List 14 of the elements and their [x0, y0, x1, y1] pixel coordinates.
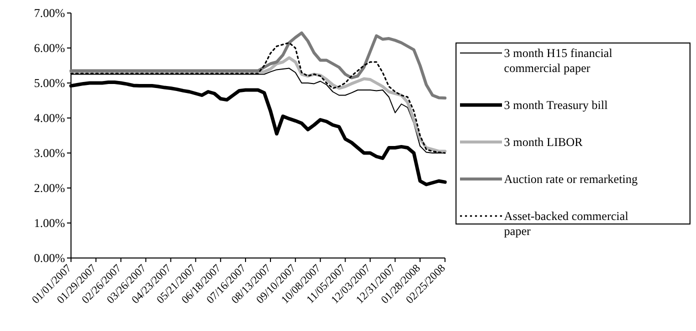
legend-label: 3 month LIBOR	[504, 135, 583, 149]
legend-label: Auction rate or remarketing	[504, 172, 638, 186]
y-tick-label: 0.00%	[34, 251, 65, 266]
y-tick-label: 6.00%	[34, 41, 65, 56]
y-tick-label: 1.00%	[34, 216, 65, 230]
legend-label: Asset-backed commercial paper	[504, 209, 629, 238]
legend-label: 3 month H15 financial commercial paper	[504, 46, 613, 75]
y-tick-label: 5.00%	[34, 76, 65, 90]
y-tick-label: 7.00%	[34, 6, 65, 20]
y-tick-label: 2.00%	[34, 181, 65, 196]
legend-label: 3 month Treasury bill	[504, 98, 608, 112]
line-series	[70, 31, 446, 100]
y-tick-label: 4.00%	[34, 111, 65, 126]
y-tick-label: 3.00%	[34, 146, 65, 160]
